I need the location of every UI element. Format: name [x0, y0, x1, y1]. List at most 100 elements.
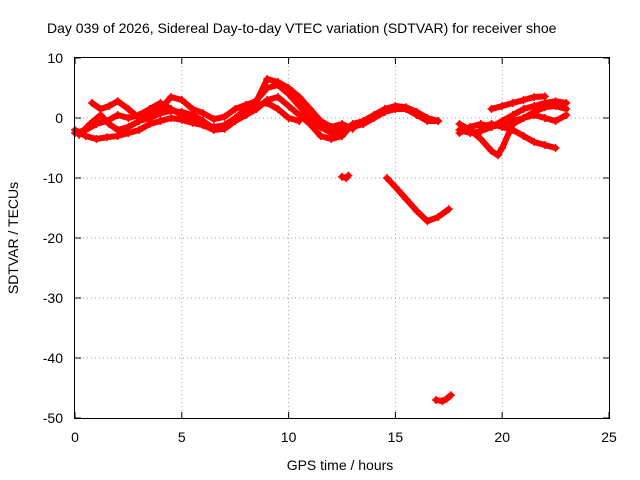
- data-point: [442, 394, 451, 403]
- data-point: [370, 111, 379, 119]
- data-point: [305, 105, 314, 113]
- data-point: [156, 105, 165, 113]
- data-point: [135, 114, 144, 122]
- data-point: [476, 135, 485, 143]
- data-point: [493, 151, 502, 160]
- data-point: [284, 84, 293, 92]
- data-point: [380, 105, 389, 113]
- y-tick-label: -20: [43, 230, 63, 246]
- data-point: [562, 111, 571, 119]
- x-tick-label: 25: [601, 429, 617, 445]
- data-point: [551, 102, 560, 110]
- data-point: [338, 132, 346, 140]
- data-point: [177, 108, 186, 116]
- data-point: [177, 115, 186, 124]
- data-point: [444, 205, 453, 214]
- y-tick-label: -40: [43, 350, 63, 366]
- chart-title: Day 039 of 2026, Sidereal Day-to-day VTE…: [47, 20, 557, 36]
- data-point: [124, 114, 133, 122]
- data-point: [105, 102, 114, 110]
- data-point: [316, 132, 325, 140]
- x-axis-label: GPS time / hours: [287, 457, 394, 473]
- data-point: [252, 100, 261, 109]
- data-point: [273, 78, 282, 86]
- series-track-d: [72, 100, 303, 142]
- data-point: [177, 96, 186, 104]
- data-point: [412, 108, 421, 116]
- data-point: [438, 397, 447, 406]
- plot-frame: [74, 57, 610, 419]
- data-point: [519, 114, 528, 122]
- data-point: [530, 93, 539, 101]
- data-point: [284, 114, 293, 122]
- data-point: [316, 117, 325, 125]
- data-point: [81, 132, 90, 140]
- data-point: [241, 108, 250, 116]
- data-point: [135, 126, 144, 134]
- data-point: [498, 123, 507, 131]
- data-point: [199, 121, 208, 130]
- data-point: [113, 132, 122, 140]
- data-point: [391, 183, 400, 191]
- data-point: [124, 129, 133, 137]
- data-point: [487, 105, 496, 113]
- data-point: [466, 123, 475, 131]
- data-point: [434, 213, 443, 221]
- data-point: [156, 117, 165, 125]
- x-tick-label: 0: [71, 429, 79, 445]
- y-axis-ticks: 10 0 -10 -20 -30 -40 -50: [43, 50, 609, 426]
- data-point: [263, 99, 272, 107]
- data-point: [209, 115, 218, 124]
- data-point: [145, 111, 154, 119]
- data-point: [540, 103, 549, 112]
- data-point: [508, 99, 517, 107]
- data-point: [167, 93, 176, 101]
- y-tick-label: -30: [43, 290, 63, 306]
- data-point: [455, 129, 464, 137]
- data-point: [85, 120, 94, 128]
- y-tick-label: -50: [43, 410, 63, 426]
- data-point: [273, 105, 282, 113]
- y-tick-label: -10: [43, 170, 63, 186]
- data-point: [295, 93, 304, 101]
- data-point: [327, 135, 336, 143]
- data-point: [105, 120, 114, 128]
- data-point: [167, 114, 176, 122]
- data-point: [382, 174, 391, 182]
- data-point: [220, 112, 229, 121]
- data-point: [188, 118, 197, 127]
- data-series: [71, 75, 571, 406]
- data-point: [199, 109, 208, 118]
- y-tick-label: 0: [55, 110, 63, 126]
- data-point: [284, 102, 293, 110]
- x-tick-label: 10: [281, 429, 297, 445]
- data-point: [96, 105, 105, 113]
- data-point: [231, 117, 240, 125]
- y-axis-label: SDTVAR / TECUs: [5, 182, 21, 294]
- x-tick-label: 20: [494, 429, 510, 445]
- data-point: [188, 105, 197, 113]
- data-point: [344, 171, 353, 180]
- data-point: [209, 126, 218, 134]
- x-axis-ticks: 0 5 10 15 20 25: [71, 58, 617, 445]
- data-point: [391, 102, 400, 110]
- data-point: [446, 391, 455, 400]
- data-point: [338, 172, 346, 181]
- data-point: [423, 217, 432, 226]
- data-point: [519, 105, 528, 113]
- data-point: [540, 92, 549, 101]
- data-point: [402, 103, 411, 112]
- data-point: [167, 106, 176, 115]
- data-point: [113, 111, 122, 119]
- data-point: [241, 100, 250, 109]
- data-point: [530, 111, 539, 119]
- data-point: [508, 126, 517, 134]
- data-point: [540, 141, 549, 149]
- data-point: [498, 144, 507, 152]
- data-point: [305, 120, 314, 128]
- data-point: [402, 195, 411, 203]
- data-point: [487, 147, 496, 155]
- data-point: [551, 144, 560, 152]
